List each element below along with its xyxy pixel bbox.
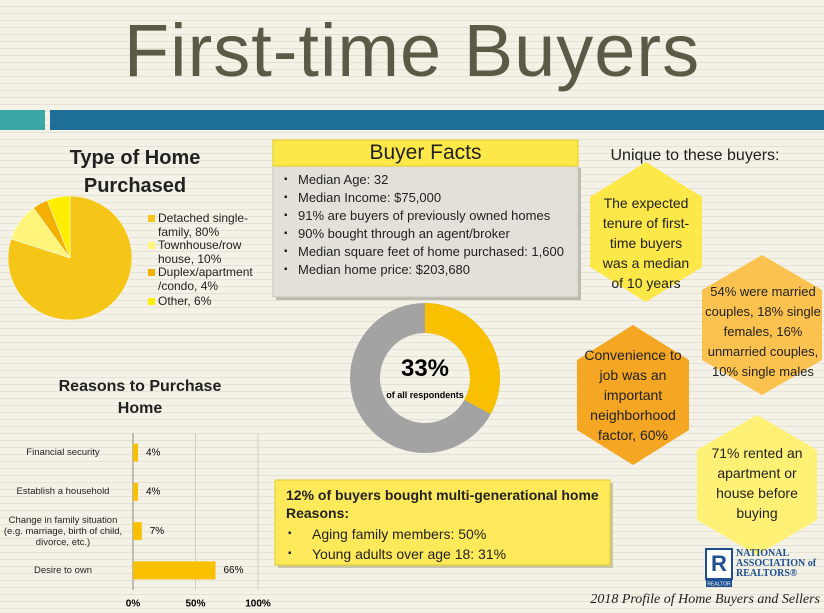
value-label: 66%	[224, 565, 244, 576]
legend-label: Detached single-family, 80%	[158, 211, 249, 239]
value-label: 4%	[146, 447, 161, 458]
fact-item: Median square feet of home purchased: 1,…	[284, 243, 576, 261]
hex-text: 54% were married couples, 18% single fem…	[705, 284, 821, 379]
page-title: First-time Buyers	[123, 9, 701, 92]
legend-label: Duplex/apartment /condo, 4%	[158, 265, 253, 293]
logo-line: NATIONAL	[736, 548, 790, 559]
logo-line: ASSOCIATION of	[736, 558, 817, 569]
x-tick-label: 0%	[126, 599, 141, 610]
fact-item: 91% are buyers of previously owned homes	[284, 207, 576, 225]
value-label: 7%	[150, 526, 165, 537]
footer: 2018 Profile of Home Buyers and Sellers	[590, 592, 820, 607]
bar	[133, 522, 142, 541]
multigen-title: 12% of buyers bought multi-generational …	[286, 487, 599, 503]
legend-label: Other, 6%	[158, 294, 212, 308]
hexagon	[702, 255, 822, 395]
y-tick-label: Desire to own	[33, 564, 93, 576]
pie-title: Type of Home Purchased	[69, 147, 201, 197]
logo-tag-bar	[706, 579, 732, 587]
y-tick-label: Establish a household	[16, 486, 110, 498]
facts-title: Buyer Facts	[369, 141, 482, 164]
donut-subtitle: of all respondents	[386, 390, 464, 400]
legend-label: Townhouse/row house, 10%	[158, 238, 242, 266]
logo-text: NATIONAL ASSOCIATION of REALTORS®	[736, 549, 816, 579]
fact-item: Median home price: $203,680	[284, 261, 576, 279]
fact-item: Median Income: $75,000	[284, 189, 576, 207]
multigen-item: Aging family members: 50%	[288, 524, 598, 544]
y-tick-label: Change in family situation (e.g. marriag…	[3, 514, 123, 548]
header-bar	[50, 110, 824, 130]
legend-swatch	[148, 298, 155, 305]
value-label: 4%	[146, 487, 161, 498]
legend-swatch	[148, 215, 155, 222]
x-tick-label: 100%	[245, 599, 271, 610]
multigen-item: Young adults over age 18: 31%	[288, 544, 598, 564]
logo-tag: REALTOR	[707, 581, 731, 587]
multigen-list: Aging family members: 50%Young adults ov…	[288, 524, 598, 564]
donut-segment	[350, 303, 500, 453]
x-tick-label: 50%	[185, 599, 205, 610]
logo-mark-box	[705, 548, 733, 580]
hex-text: Convenience to job was an important neig…	[584, 347, 682, 443]
hex-text: 71% rented an apartment or house before …	[711, 445, 803, 521]
pie-slice	[46, 195, 71, 259]
unique-title: Unique to these buyers:	[610, 147, 780, 164]
facts-title-bar	[272, 139, 579, 167]
multigen-reasons-label: Reasons:	[286, 505, 350, 521]
hexagon	[590, 162, 702, 302]
fact-item: Median Age: 32	[284, 171, 576, 189]
header-bar-left	[0, 110, 45, 130]
bar	[133, 561, 216, 580]
legend-swatch	[148, 269, 155, 276]
y-tick-label: Financial security	[26, 447, 100, 459]
facts-list: Median Age: 32Median Income: $75,00091% …	[284, 171, 576, 279]
bar	[133, 443, 138, 462]
hexagon	[697, 415, 817, 555]
hexagon	[577, 325, 689, 465]
donut-value-label: 33%	[401, 355, 449, 382]
logo-mark: R	[711, 551, 727, 576]
logo-line: REALTORS®	[736, 568, 798, 579]
hex-text: The expected tenure of first-time buyers…	[602, 195, 690, 291]
legend-swatch	[148, 242, 155, 249]
bar	[133, 482, 138, 501]
fact-item: 90% bought through an agent/broker	[284, 225, 576, 243]
bar-title: Reasons to Purchase Home	[58, 378, 222, 417]
